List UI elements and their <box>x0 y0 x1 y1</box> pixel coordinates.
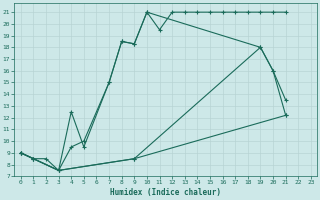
X-axis label: Humidex (Indice chaleur): Humidex (Indice chaleur) <box>110 188 221 197</box>
